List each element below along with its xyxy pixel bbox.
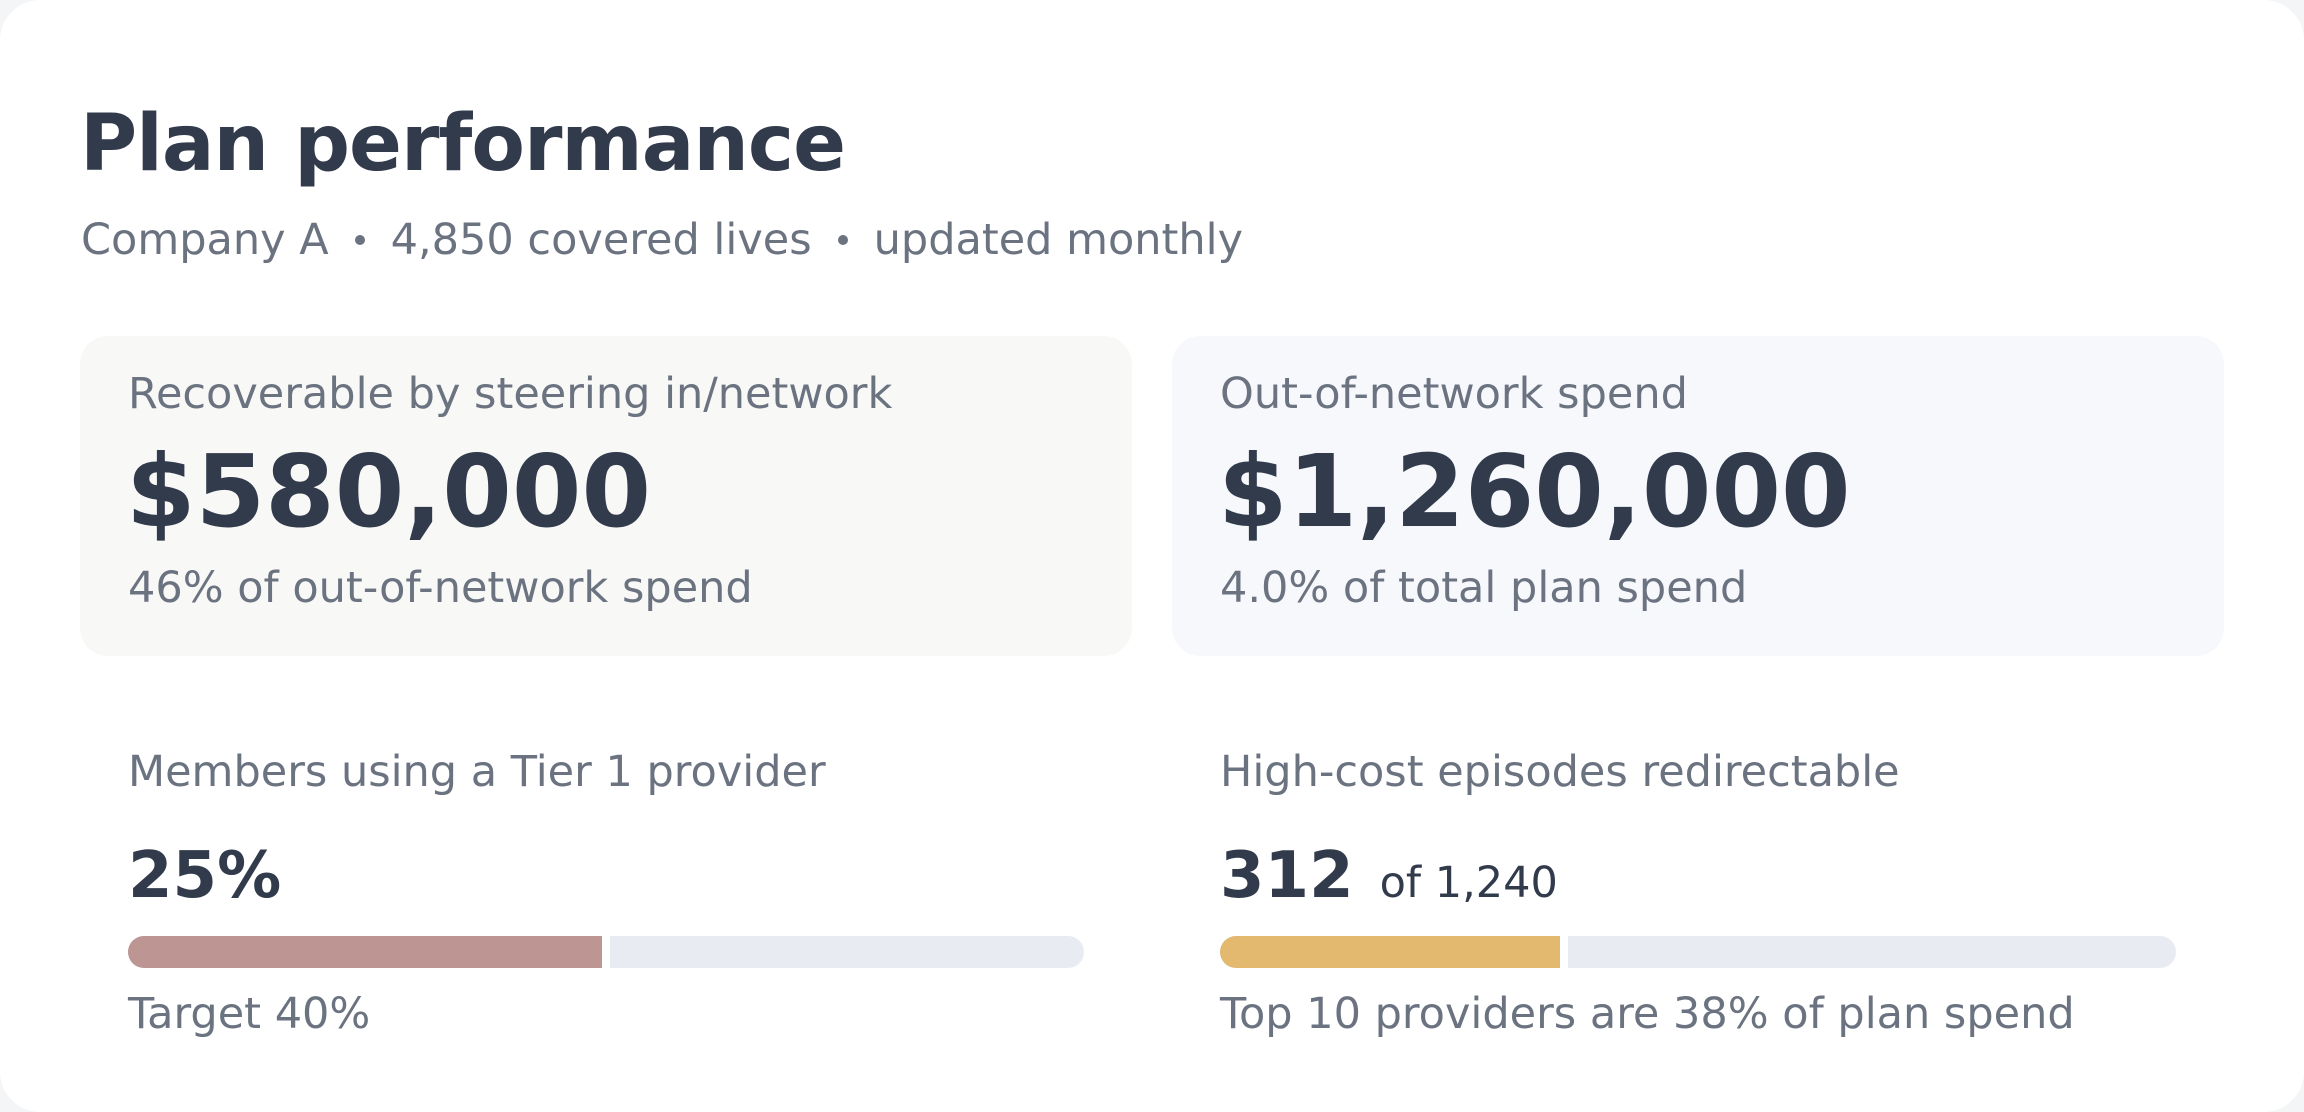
tier1-progress-track	[128, 936, 1084, 968]
tier1-value-row: 25%	[128, 840, 281, 912]
separator-dot-icon	[837, 235, 848, 245]
separator-dot-icon	[354, 235, 365, 245]
company-name: Company A	[81, 215, 329, 265]
tier1-label: Members using a Tier 1 provider	[128, 747, 826, 797]
out-of-network-card: Out-of-network spend $1,260,000 4.0% of …	[1172, 336, 2224, 656]
tier1-value: 25%	[128, 839, 282, 913]
episodes-footnote: Top 10 providers are 38% of plan spend	[1220, 989, 2075, 1039]
page-subtitle: Company A 4,850 covered lives updated mo…	[81, 212, 1243, 268]
out-of-network-note: 4.0% of total plan spend	[1220, 563, 1748, 613]
episodes-value-row: 312 of 1,240	[1220, 840, 1558, 912]
episodes-value: 312	[1220, 839, 1354, 913]
recoverable-value: $580,000	[126, 433, 652, 550]
update-frequency: updated monthly	[873, 215, 1244, 265]
recoverable-card: Recoverable by steering in/network $580,…	[80, 336, 1132, 656]
recoverable-note: 46% of out-of-network spend	[128, 563, 753, 613]
episodes-progress-fill	[1220, 936, 1568, 968]
tier1-progress-fill	[128, 936, 610, 968]
out-of-network-value: $1,260,000	[1218, 433, 1851, 550]
out-of-network-label: Out-of-network spend	[1220, 369, 1688, 419]
tier1-footnote: Target 40%	[128, 989, 371, 1039]
episodes-label: High-cost episodes redirectable	[1220, 747, 1900, 797]
episodes-metric: High-cost episodes redirectable 312 of 1…	[1220, 744, 2176, 1044]
episodes-progress-track	[1220, 936, 2176, 968]
covered-lives: 4,850 covered lives	[390, 215, 812, 265]
episodes-total: of 1,240	[1379, 858, 1558, 908]
tier1-metric: Members using a Tier 1 provider 25% Targ…	[128, 744, 1084, 1044]
recoverable-label: Recoverable by steering in/network	[128, 369, 893, 419]
page-title: Plan performance	[80, 99, 846, 189]
